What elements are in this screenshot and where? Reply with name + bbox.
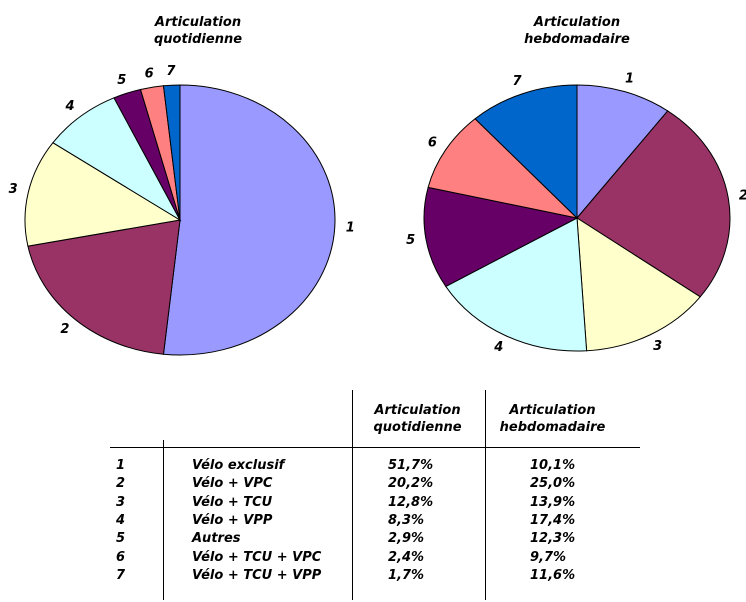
table-header: Articulation quotidienne bbox=[373, 403, 462, 435]
value-cell: 2,9% bbox=[388, 531, 425, 547]
value-cell: 13,9% bbox=[530, 494, 576, 510]
slice-label: 4 bbox=[65, 99, 75, 114]
value-cell: 10,1% bbox=[530, 458, 576, 473]
pie-slice bbox=[423, 186, 579, 288]
pie-slice bbox=[576, 110, 731, 298]
pie-slice bbox=[576, 84, 669, 220]
pie-slice bbox=[427, 118, 579, 219]
pie-slice bbox=[162, 84, 181, 221]
pie-slice bbox=[576, 217, 701, 352]
slice-label: 4 bbox=[493, 340, 503, 355]
value-cell: 8,3% bbox=[388, 512, 425, 528]
row-number: 4 bbox=[116, 512, 126, 528]
table-rule bbox=[163, 440, 164, 600]
table-header: Articulation hebdomadaire bbox=[499, 403, 606, 435]
pie-slice bbox=[27, 219, 181, 355]
table-rule bbox=[352, 390, 353, 600]
value-cell: 12,3% bbox=[530, 531, 576, 547]
row-label: Vélo + TCU + VPP bbox=[192, 567, 322, 583]
slice-label: 5 bbox=[117, 73, 126, 88]
value-cell: 51,7% bbox=[388, 458, 434, 473]
row-number: 1 bbox=[116, 458, 126, 473]
pie-slice bbox=[24, 142, 182, 247]
table-rule bbox=[110, 447, 640, 448]
pie-slice bbox=[162, 84, 336, 356]
row-label: Vélo + VPP bbox=[192, 512, 273, 528]
row-label: Vélo + TCU + VPC bbox=[192, 549, 322, 565]
value-cell: 17,4% bbox=[530, 512, 576, 528]
value-cell: 12,8% bbox=[388, 494, 434, 510]
pie-slice bbox=[445, 217, 588, 352]
row-number: 6 bbox=[116, 549, 126, 565]
chart-title: Articulation quotidienne bbox=[153, 15, 243, 47]
slice-label: 7 bbox=[512, 74, 522, 89]
row-number: 2 bbox=[116, 476, 126, 492]
row-number: 3 bbox=[116, 494, 126, 510]
row-label: Vélo + TCU bbox=[192, 494, 273, 510]
row-number: 5 bbox=[116, 531, 126, 547]
row-number: 7 bbox=[116, 567, 126, 583]
slice-label: 6 bbox=[145, 66, 154, 81]
value-cell: 1,7% bbox=[388, 567, 425, 583]
pie-charts: 12345671234567 bbox=[9, 64, 746, 356]
slice-label: 5 bbox=[406, 233, 415, 248]
table-rule bbox=[485, 390, 486, 600]
value-cell: 2,4% bbox=[388, 549, 425, 565]
value-cell: 11,6% bbox=[530, 567, 576, 583]
slice-label: 3 bbox=[653, 339, 662, 354]
slice-label: 3 bbox=[9, 182, 18, 197]
slice-label: 1 bbox=[625, 72, 634, 87]
value-cell: 20,2% bbox=[388, 476, 434, 492]
value-cell: 25,0% bbox=[530, 476, 576, 492]
slice-label: 1 bbox=[346, 220, 355, 235]
slice-label: 6 bbox=[428, 136, 437, 151]
slice-label: 2 bbox=[739, 189, 746, 204]
slice-label: 2 bbox=[60, 322, 69, 337]
row-label: Vélo exclusif bbox=[192, 458, 285, 473]
row-label: Vélo + VPC bbox=[192, 476, 273, 492]
value-cell: 9,7% bbox=[530, 549, 567, 565]
slice-label: 7 bbox=[166, 64, 176, 79]
pie-slice bbox=[474, 84, 578, 220]
row-label: Autres bbox=[192, 531, 241, 547]
chart-title: Articulation hebdomadaire bbox=[524, 15, 630, 47]
